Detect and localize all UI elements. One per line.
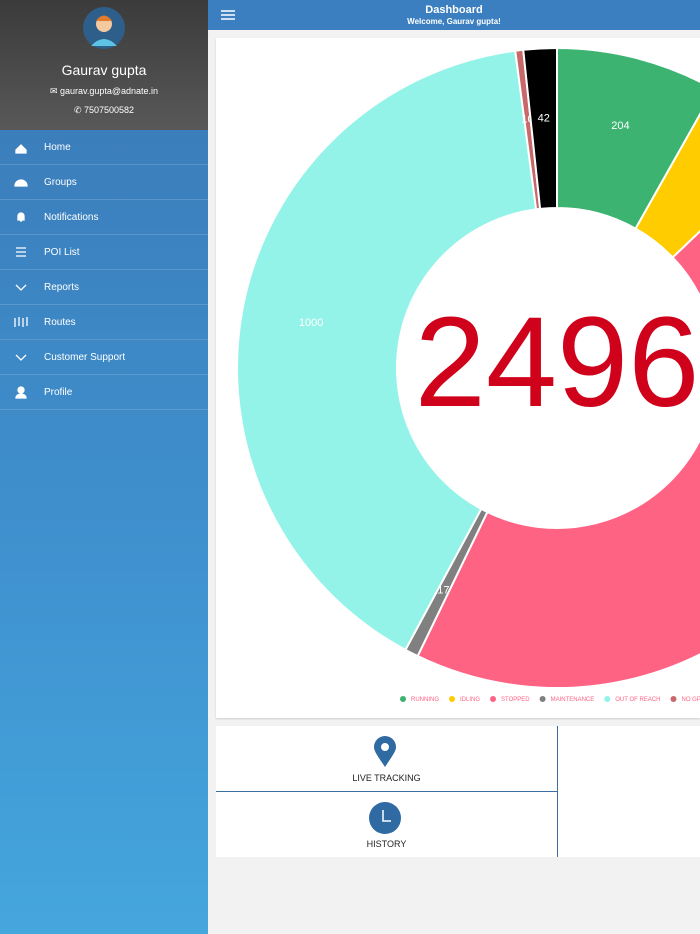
menu-button[interactable] [220,9,236,21]
legend-marker [604,696,611,702]
menu-icon [15,386,27,399]
legend-marker [670,696,677,702]
legend-label: RUNNING [411,697,439,703]
doughnut-segment [634,112,700,259]
data-label: 17 [437,585,449,597]
profile-email-row: ✉ gaurav.gupta@adnate.in [49,86,159,96]
menu-icon [15,144,27,154]
menu-item[interactable]: Groups [0,165,208,200]
header-title: Dashboard [425,4,483,16]
menu-icon [14,317,28,327]
profile-name: Gaurav gupta [61,62,147,78]
pin-icon [374,736,396,767]
profile-phone: 7507500582 [83,105,135,115]
menu-label: POI List [44,246,80,258]
tile[interactable]: HISTORY [216,792,558,857]
menu-item[interactable]: POI List [0,235,208,270]
chart-card: 204117110617100010422496RUNNINGIDLINGSTO… [216,38,700,718]
menu-item[interactable]: Reports [0,270,208,305]
menu-item[interactable]: Routes [0,305,208,340]
tiles: LIVE TRACKING HISTORY [216,726,700,857]
doughnut-segment [416,229,700,689]
menu: Home Groups Notifications POI List Reports Ro… [0,130,208,410]
data-label: 1000 [299,317,323,329]
tile-label: LIVE TRACKING [352,773,421,783]
legend-marker [449,696,455,702]
profile-phone-row: ✆ 7507500582 [73,105,135,115]
menu-icon [14,179,28,187]
clock-icon [369,802,401,834]
legend-marker [400,696,406,702]
chart: 204117110617100010422496RUNNINGIDLINGSTO… [236,46,700,703]
legend-label: NO GPS [682,697,700,703]
legend-label: MAINTENANCE [551,697,595,703]
avatar [83,7,125,49]
profile: Gaurav gupta ✉ gaurav.gupta@adnate.in ✆ … [0,0,208,130]
header: Dashboard Welcome, Gaurav gupta! [208,0,700,30]
legend-label: OUT OF REACH [615,697,660,703]
menu-label: Routes [44,316,76,328]
menu-icon [16,247,26,257]
menu-icon [17,212,25,222]
menu-label: Reports [44,281,80,293]
legend-marker [539,696,546,702]
data-label: 42 [538,112,550,124]
menu-item[interactable]: Profile [0,375,208,410]
legend-marker [490,696,497,702]
sidebar: Gaurav gupta ✉ gaurav.gupta@adnate.in ✆ … [0,0,208,934]
doughnut-segment [236,49,538,652]
menu-item[interactable]: Home [0,130,208,165]
menu-label: Customer Support [44,351,126,363]
doughnut-segment [522,46,558,210]
center-total: 2496 [415,291,700,434]
legend-label: IDLING [460,697,480,703]
menu-label: Groups [44,176,77,188]
menu-item[interactable]: Notifications [0,200,208,235]
menu-label: Home [44,141,71,153]
menu-label: Profile [44,386,73,398]
profile-email: gaurav.gupta@adnate.in [60,86,159,96]
data-label: 204 [611,120,629,132]
tile-label: HISTORY [366,839,407,849]
menu-label: Notifications [44,211,99,223]
tile[interactable]: LIVE TRACKING [216,726,558,792]
doughnut-segment [556,46,700,230]
menu-item[interactable]: Customer Support [0,340,208,375]
header-subtitle: Welcome, Gaurav gupta! [407,17,501,26]
menu-icon [15,284,27,291]
legend-label: STOPPED [501,697,530,703]
menu-icon [15,354,27,361]
